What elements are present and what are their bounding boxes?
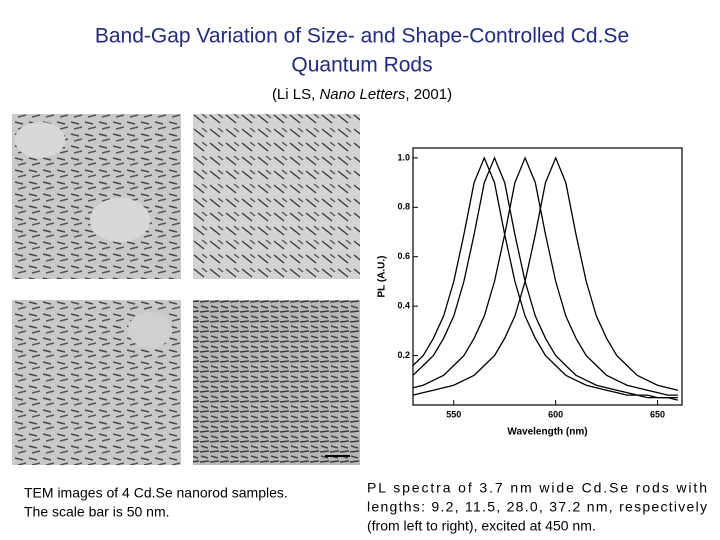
x-tick-label: 600 (548, 409, 563, 419)
y-tick-label: 0.2 (397, 350, 410, 360)
citation-text: , 2001) (405, 86, 452, 103)
tem-void (90, 198, 150, 242)
x-axis-label: Wavelength (nm) (507, 427, 587, 438)
y-tick-label: 0.8 (397, 202, 410, 212)
spectrum-line (412, 156, 678, 399)
plot-frame (412, 147, 683, 406)
x-tick-label: 650 (650, 409, 665, 419)
tem-void (15, 122, 65, 158)
plot: 550 600 650 0.2 0.4 0.6 0.8 1.0 Wavelength (nm) P… (377, 152, 679, 438)
y-tick-label: 0.4 (397, 301, 410, 311)
tem-caption: The scale bar is 50 nm. (24, 504, 170, 520)
citation-text: (Li LS, (272, 86, 320, 103)
tem-void (128, 312, 172, 348)
spectrum-line (412, 156, 679, 396)
pl-caption: PL spectra of 3.7 nm wide Cd.Se rods wit… (367, 480, 707, 496)
y-tick-label: 0.6 (397, 251, 410, 261)
pl-caption: (from left to right), excited at 450 nm. (367, 518, 596, 534)
y-tick-label: 1.0 (397, 152, 410, 162)
tem-caption: TEM images of 4 Cd.Se nanorod samples. (24, 485, 288, 501)
citation: (Li LS, Nano Letters, 2001) (272, 86, 452, 103)
title-line: Quantum Rods (291, 54, 432, 77)
x-tick-label: 550 (446, 409, 461, 419)
spectrum-line (412, 156, 679, 401)
title-line: Band-Gap Variation of Size- and Shape-Co… (95, 25, 629, 48)
y-axis-label: PL (A.U.) (377, 255, 388, 297)
journal: Nano Letters (319, 86, 405, 103)
tem-image (193, 300, 360, 465)
spectrum-line (412, 156, 678, 396)
pl-caption: lengths: 9.2, 11.5, 28.0, 37.2 nm, respe… (367, 499, 707, 515)
tem-image (193, 114, 360, 279)
